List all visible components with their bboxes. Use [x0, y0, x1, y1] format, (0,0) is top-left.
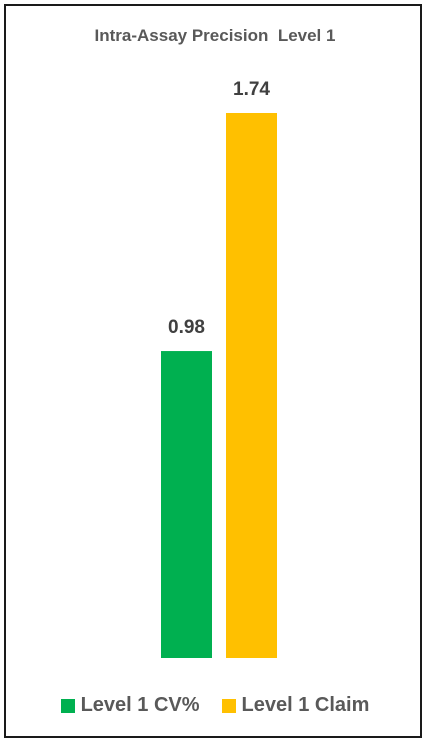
legend-item-claim: Level 1 Claim	[221, 694, 370, 717]
legend-swatch-claim	[221, 698, 236, 713]
bar-claim	[226, 113, 277, 658]
bar-cv	[161, 351, 212, 658]
value-label-claim: 1.74	[233, 79, 270, 100]
legend-swatch-cv	[60, 698, 75, 713]
legend: Level 1 CV% Level 1 Claim	[6, 694, 424, 717]
plot-area: 0.98 1.74	[161, 79, 277, 658]
legend-label-cv: Level 1 CV%	[80, 694, 200, 716]
chart-frame: Intra-Assay Precision Level 1 0.98 1.74 L…	[4, 4, 422, 738]
legend-item-cv: Level 1 CV%	[60, 694, 200, 717]
chart-title: Intra-Assay Precision Level 1	[94, 26, 336, 45]
legend-label-claim: Level 1 Claim	[241, 694, 370, 716]
value-label-cv: 0.98	[168, 317, 205, 338]
